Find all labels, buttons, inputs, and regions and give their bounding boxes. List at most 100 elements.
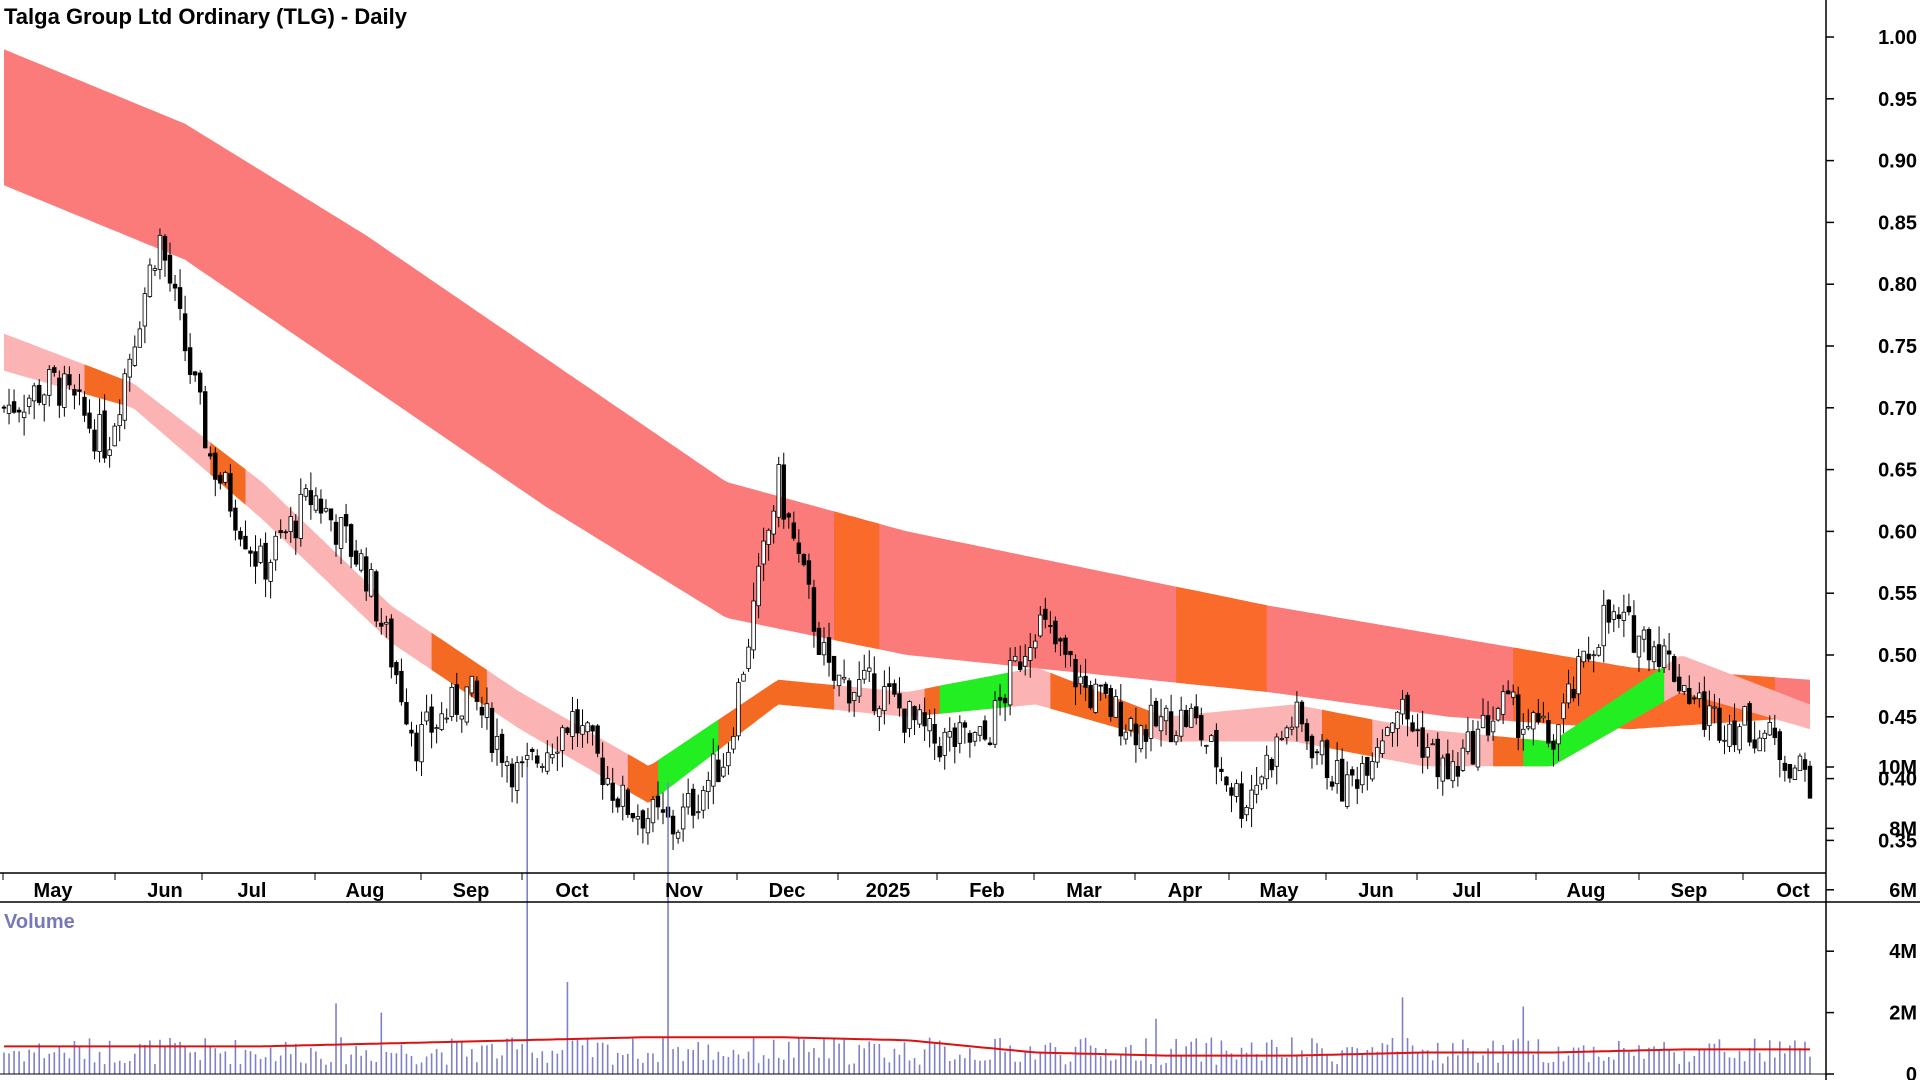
volume-tick-label: 0 [1906,1064,1917,1080]
candle-body [1033,640,1038,649]
candle-body [650,798,656,824]
candle-body [1395,711,1400,730]
candle-body [545,752,550,772]
candle-body [721,766,726,777]
candle-body [1209,735,1214,742]
candle-body [816,627,822,655]
candle-body [1475,728,1481,768]
volume-tick-label: 2M [1889,1003,1917,1025]
candle-body [1234,783,1239,797]
long-band-highlight [1176,586,1267,692]
candle-body [1792,767,1798,780]
candle-body [836,674,842,687]
candle-body [706,779,711,793]
candle-body [107,449,112,456]
candle-body [1455,766,1461,777]
candle-body [902,708,907,733]
candle-body [1787,764,1793,779]
candle-body [112,425,117,447]
candle-body [1048,625,1053,627]
candle-body [1737,726,1742,751]
candle-body [1495,708,1501,721]
candle-body [6,404,12,414]
candle-body [1415,729,1420,732]
candle-body [1284,727,1290,738]
candle-body [696,811,701,814]
candle-body [997,696,1003,701]
candle-body [1702,691,1707,730]
candle-body [1561,702,1566,720]
candle-body [167,254,173,284]
candle-body [449,686,454,717]
volume-tick-label: 10M [1878,757,1917,779]
candle-body [213,452,218,480]
candle-body [1214,729,1219,768]
candle-body [1128,718,1134,731]
candle-body [897,693,902,709]
candle-body [1053,620,1058,645]
candle-body [796,542,802,554]
candle-body [1158,716,1164,732]
candle-body [1289,726,1295,730]
candle-body [1380,740,1385,754]
candle-body [857,679,862,697]
candle-body [62,373,67,408]
candle-body [1259,776,1264,785]
candle-body [122,373,127,421]
candle-body [273,535,278,561]
volume-bars [3,767,1811,1074]
price-tick-label: 0.50 [1878,645,1917,667]
candle-body [1163,707,1169,722]
candle-body [177,287,183,309]
candle-body [585,722,590,733]
candle-body [147,264,153,297]
price-tick-label: 0.90 [1878,151,1917,173]
chart-title: Talga Group Ltd Ordinary (TLG) - Daily [4,4,408,29]
month-label: Jun [147,880,183,902]
candle-body [1661,645,1667,669]
candle-body [1551,740,1556,750]
candle-body [751,600,756,651]
candle-body [1324,740,1330,779]
candle-body [1712,706,1717,709]
candle-body [746,646,751,669]
candle-body [1133,723,1139,746]
candle-body [439,713,444,730]
candle-body [962,722,968,728]
candle-body [514,762,520,791]
candle-body [489,707,495,754]
price-tick-label: 1.00 [1878,27,1917,49]
candle-body [1490,720,1496,733]
candle-body [645,818,651,834]
candle-body [736,682,741,737]
candle-body [535,755,540,764]
candle-body [801,554,807,566]
candle-body [374,571,379,622]
candle-body [37,384,42,403]
candle-body [152,268,158,271]
candle-body [172,283,178,289]
candle-body [1435,738,1440,778]
candle-body [1485,715,1491,736]
candle-body [605,778,610,785]
short-band-rising-segment [658,719,719,797]
candle-body [1339,758,1345,802]
candle-body [394,662,399,676]
candle-body [1012,655,1018,662]
short-band-flat-segment [84,364,125,406]
candle-body [1360,763,1365,786]
month-label: Nov [665,880,704,902]
candle-body [11,401,17,413]
candle-body [1626,606,1632,613]
candle-body [1143,729,1149,742]
candle-body [806,560,812,585]
month-label: May [34,880,74,902]
candle-body [1556,724,1561,745]
candle-body [1239,783,1244,819]
candle-body [358,553,364,571]
candle-body [1138,725,1144,750]
candle-body [263,542,268,580]
month-label: Aug [1567,880,1606,902]
candle-body [1445,753,1450,780]
candle-body [1656,644,1662,667]
